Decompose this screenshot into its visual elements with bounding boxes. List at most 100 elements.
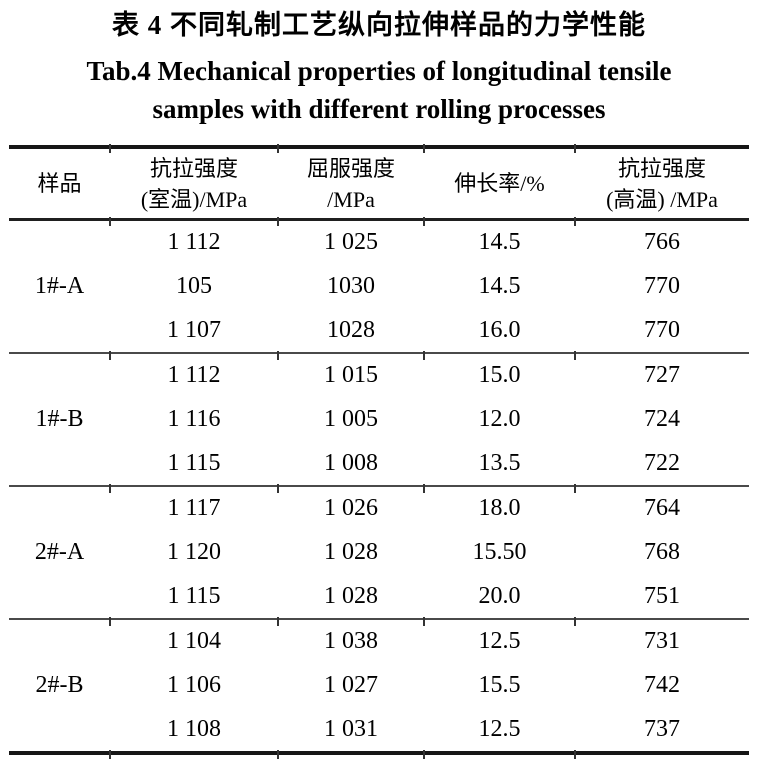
header-line: 样品	[37, 171, 82, 196]
header-line: 抗拉强度	[149, 155, 238, 181]
cell-value: 105	[176, 272, 212, 299]
column-tick	[574, 484, 576, 493]
column-header: 伸长率/%	[424, 149, 575, 218]
column-tick	[423, 484, 425, 493]
cell-value: 14.5	[478, 272, 521, 299]
table-title-en-line1: Tab.4 Mechanical properties of longitudi…	[86, 56, 672, 86]
cell-value: 737	[644, 715, 680, 742]
sample-label: 1#-B	[35, 406, 84, 432]
column-tick	[109, 351, 111, 360]
column-tick	[423, 144, 425, 153]
cell-value: 1 038	[324, 628, 378, 655]
table-rule	[9, 351, 749, 360]
column-tick	[574, 217, 576, 226]
cell-value: 1 027	[324, 671, 378, 698]
cell-value: 1 112	[167, 229, 221, 256]
cell-value: 768	[644, 538, 680, 565]
column-tick	[277, 750, 279, 759]
column-tick	[277, 617, 279, 626]
column-tick	[277, 351, 279, 360]
cell-value: 751	[644, 582, 680, 609]
cell-value: 12.0	[478, 405, 521, 432]
column-tick	[423, 217, 425, 226]
column-tick	[109, 484, 111, 493]
table-title-zh: 表 4 不同轧制工艺纵向拉伸样品的力学性能	[112, 10, 646, 40]
column-header: 抗拉强度 (高温) /MPa	[575, 149, 749, 218]
header-line: 屈服强度	[306, 155, 395, 181]
column-tick	[574, 750, 576, 759]
cell-value: 15.5	[478, 671, 521, 698]
cell-value: 15.0	[478, 362, 521, 389]
cell-value: 12.5	[478, 715, 521, 742]
table-rule	[9, 217, 749, 226]
cell-value: 1 104	[167, 628, 221, 655]
cell-value: 13.5	[478, 449, 521, 476]
header-line: (室温)/MPa	[140, 186, 248, 212]
cell-value: 1 028	[324, 538, 378, 565]
cell-value: 1 115	[167, 449, 221, 476]
cell-value: 727	[644, 362, 680, 389]
column-tick	[277, 217, 279, 226]
header-line: /MPa	[327, 186, 375, 212]
sample-group: 2#-B 1 104 1 038 12.5 731 1 106 1 027 15.5 742 1 …	[9, 620, 749, 751]
cell-value: 764	[644, 495, 680, 522]
column-tick	[109, 617, 111, 626]
sample-group: 1#-B 1 112 1 015 15.0 727 1 116 1 005 12.0 724 1 …	[9, 354, 749, 485]
column-tick	[574, 351, 576, 360]
sample-label: 2#-A	[34, 539, 85, 565]
column-tick	[574, 144, 576, 153]
data-table: 样品 抗拉强度 (室温)/MPa 屈服强度/MPa 伸长率/% 抗拉强度 (高温) /MPa…	[9, 144, 749, 759]
header-line: 抗拉强度	[617, 155, 706, 181]
header-line: 伸长率/%	[454, 171, 545, 196]
cell-value: 1 025	[324, 229, 378, 256]
column-tick	[277, 484, 279, 493]
cell-value: 20.0	[478, 582, 521, 609]
column-tick	[277, 144, 279, 153]
column-tick	[574, 617, 576, 626]
cell-value: 1 108	[167, 715, 221, 742]
table-rule	[9, 144, 749, 153]
table-title-en-line2: samples with different rolling processes	[152, 94, 606, 124]
table-rule	[9, 617, 749, 626]
cell-value: 14.5	[478, 229, 521, 256]
cell-value: 1028	[327, 316, 375, 343]
cell-value: 724	[644, 405, 680, 432]
column-tick	[423, 750, 425, 759]
table-rule	[9, 750, 749, 759]
cell-value: 1 031	[324, 715, 378, 742]
column-tick	[423, 351, 425, 360]
cell-value: 742	[644, 671, 680, 698]
cell-value: 766	[644, 229, 680, 256]
cell-value: 1 117	[167, 495, 221, 522]
cell-value: 1 107	[167, 316, 221, 343]
table-header-row: 样品 抗拉强度 (室温)/MPa 屈服强度/MPa 伸长率/% 抗拉强度 (高温) /MPa	[9, 149, 749, 218]
cell-value: 1 028	[324, 582, 378, 609]
cell-value: 15.50	[472, 538, 527, 565]
cell-value: 1 120	[167, 538, 221, 565]
cell-value: 731	[644, 628, 680, 655]
cell-value: 1 115	[167, 582, 221, 609]
sample-label: 1#-A	[34, 273, 85, 299]
column-tick	[109, 750, 111, 759]
cell-value: 1 112	[167, 362, 221, 389]
cell-value: 12.5	[478, 628, 521, 655]
table-rule	[9, 484, 749, 493]
column-header: 屈服强度/MPa	[278, 149, 424, 218]
sample-group: 1#-A 1 112 1 025 14.5 766 105 1030 14.5 770 1 107…	[9, 221, 749, 352]
cell-value: 1 116	[167, 405, 221, 432]
cell-value: 722	[644, 449, 680, 476]
sample-label: 2#-B	[35, 672, 84, 698]
cell-value: 1 008	[324, 449, 378, 476]
cell-value: 1 106	[167, 671, 221, 698]
column-header: 抗拉强度 (室温)/MPa	[110, 149, 278, 218]
cell-value: 1030	[327, 272, 375, 299]
cell-value: 1 026	[324, 495, 378, 522]
column-tick	[109, 144, 111, 153]
cell-value: 770	[644, 316, 680, 343]
cell-value: 16.0	[478, 316, 521, 343]
header-line: (高温) /MPa	[606, 186, 718, 212]
sample-group: 2#-A 1 117 1 026 18.0 764 1 120 1 028 15.50 768 1…	[9, 487, 749, 618]
cell-value: 1 005	[324, 405, 378, 432]
column-tick	[423, 617, 425, 626]
